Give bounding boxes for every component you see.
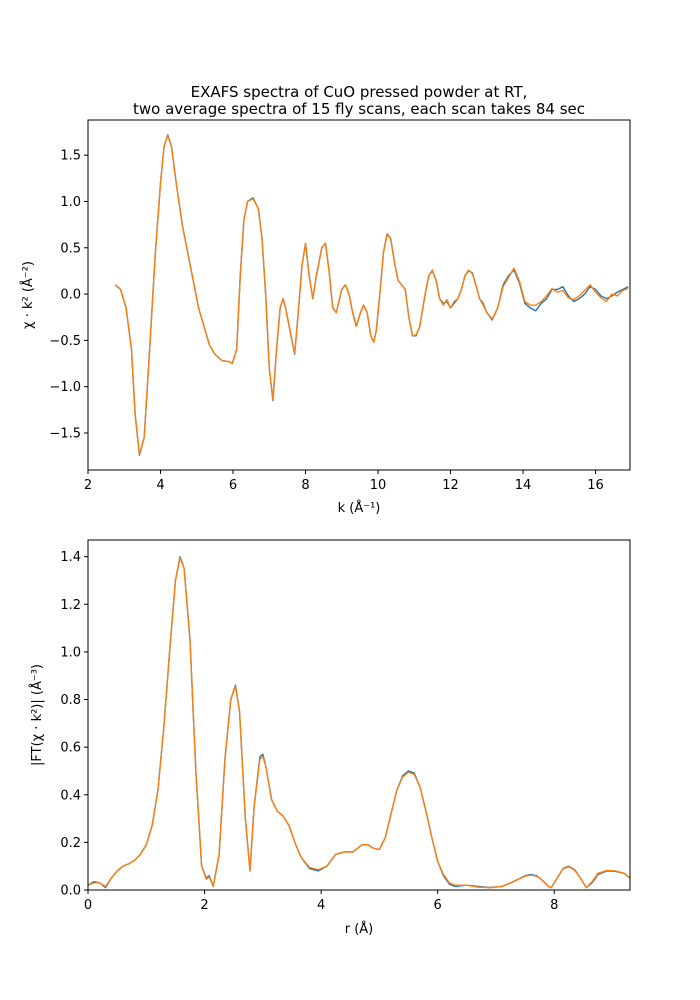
y-tick-label: 0.5 <box>60 241 81 256</box>
x-tick-label: 8 <box>550 898 558 913</box>
chart-fourier-transform-r-space: 0 2 4 6 8 0.0 0.2 0.4 0.6 0.8 1.0 1.2 1.4 r (Å) |FT(… <box>29 539 631 937</box>
y-tick-label: 0.8 <box>60 693 81 708</box>
x-tick-label: 14 <box>515 478 532 493</box>
series-line-2 <box>87 557 631 889</box>
x-tick-label: 8 <box>301 478 309 493</box>
y-tick-label: 0.4 <box>60 788 81 803</box>
y-tick-label: 0.6 <box>60 741 81 756</box>
y-tick-label: 1.5 <box>60 149 81 164</box>
series-line-2 <box>114 135 629 455</box>
y-tick-label: 1.2 <box>60 598 81 613</box>
x-tick-label: 0 <box>84 898 92 913</box>
x-tick-label: 4 <box>156 478 164 493</box>
ticks-top: 2 4 6 8 10 12 14 16 −1.5 −1.0 −0.5 0.0 0.5 1.0 1.5 <box>49 149 603 493</box>
y-tick-label: 0.2 <box>60 836 81 851</box>
x-tick-label: 12 <box>442 478 459 493</box>
axes-frame-bottom <box>87 539 631 891</box>
y-tick-label: −1.5 <box>49 426 81 441</box>
plot-area-bottom <box>87 555 631 889</box>
chart-exafs-k-space: EXAFS spectra of CuO pressed powder at R… <box>20 83 631 516</box>
y-axis-label-bottom: |FT(χ · k²)| (Å⁻³) <box>29 664 45 766</box>
y-tick-label: 0.0 <box>60 288 81 303</box>
y-tick-label: 1.0 <box>60 195 81 210</box>
x-axis-label-top: k (Å⁻¹) <box>338 500 381 516</box>
x-tick-label: 6 <box>434 898 442 913</box>
axes-frame-top <box>87 119 631 471</box>
y-axis-label-top: χ · k² (Å⁻²) <box>20 261 36 329</box>
x-tick-label: 10 <box>370 478 387 493</box>
x-tick-label: 4 <box>317 898 325 913</box>
y-tick-label: 0.0 <box>60 884 81 899</box>
y-tick-label: −1.0 <box>49 380 81 395</box>
x-tick-label: 2 <box>84 478 92 493</box>
x-tick-label: 6 <box>229 478 237 493</box>
x-tick-label: 16 <box>587 478 604 493</box>
y-tick-label: 1.4 <box>60 550 81 565</box>
y-tick-label: −0.5 <box>49 334 81 349</box>
x-axis-label-bottom: r (Å) <box>345 921 374 937</box>
x-tick-label: 2 <box>200 898 208 913</box>
plot-area-top <box>114 134 629 456</box>
chart-title-line-1: EXAFS spectra of CuO pressed powder at R… <box>191 83 528 101</box>
chart-title-line-2: two average spectra of 15 fly scans, eac… <box>133 100 585 118</box>
y-tick-label: 1.0 <box>60 645 81 660</box>
ticks-bottom: 0 2 4 6 8 0.0 0.2 0.4 0.6 0.8 1.0 1.2 1.4 <box>60 550 558 913</box>
